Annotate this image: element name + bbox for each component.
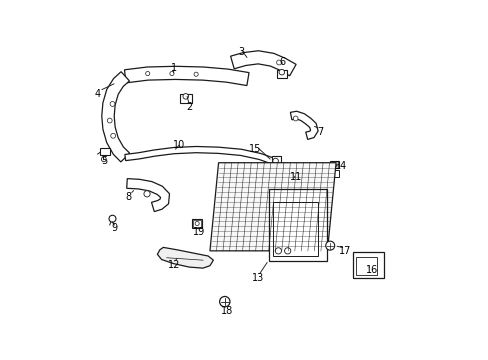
Circle shape xyxy=(275,248,281,254)
Polygon shape xyxy=(290,111,317,139)
Circle shape xyxy=(219,297,229,307)
Circle shape xyxy=(101,157,106,162)
Text: 10: 10 xyxy=(172,140,184,150)
Text: 13: 13 xyxy=(252,274,264,283)
Polygon shape xyxy=(230,51,296,76)
Bar xyxy=(355,257,376,275)
Bar xyxy=(353,252,384,279)
Text: 15: 15 xyxy=(248,144,261,154)
Bar xyxy=(268,189,327,261)
Bar xyxy=(193,220,201,227)
Circle shape xyxy=(284,248,290,254)
Circle shape xyxy=(169,72,174,76)
Bar xyxy=(272,157,280,163)
Bar xyxy=(329,161,339,168)
Circle shape xyxy=(109,215,116,222)
Circle shape xyxy=(276,60,281,65)
Text: 2: 2 xyxy=(186,103,192,112)
Circle shape xyxy=(272,158,278,164)
Polygon shape xyxy=(124,66,248,86)
Circle shape xyxy=(183,94,188,99)
Polygon shape xyxy=(126,179,169,212)
Polygon shape xyxy=(102,72,129,162)
Text: 17: 17 xyxy=(338,246,350,256)
Circle shape xyxy=(325,241,334,250)
Text: 12: 12 xyxy=(167,260,180,270)
Text: 18: 18 xyxy=(221,306,233,316)
Circle shape xyxy=(143,191,150,197)
Text: 5: 5 xyxy=(101,156,107,166)
Bar xyxy=(272,202,317,256)
Text: 14: 14 xyxy=(334,161,346,171)
Bar xyxy=(179,94,192,103)
Circle shape xyxy=(107,118,112,123)
Polygon shape xyxy=(209,163,335,251)
Text: 3: 3 xyxy=(238,47,244,57)
Circle shape xyxy=(194,72,198,76)
Text: 11: 11 xyxy=(289,172,302,181)
Circle shape xyxy=(110,102,115,107)
Bar xyxy=(276,70,286,78)
Text: 8: 8 xyxy=(125,192,132,202)
Bar xyxy=(192,219,202,228)
Circle shape xyxy=(195,221,199,226)
Circle shape xyxy=(110,133,115,138)
Bar xyxy=(100,148,109,155)
Text: 6: 6 xyxy=(279,58,285,67)
Text: 7: 7 xyxy=(317,127,323,136)
Text: 9: 9 xyxy=(112,224,118,233)
Circle shape xyxy=(279,69,284,75)
Circle shape xyxy=(145,72,149,76)
Text: 1: 1 xyxy=(170,63,176,73)
Circle shape xyxy=(330,163,336,168)
Polygon shape xyxy=(124,147,276,165)
Polygon shape xyxy=(157,247,213,268)
Text: 19: 19 xyxy=(193,227,205,237)
Circle shape xyxy=(293,116,298,121)
Bar xyxy=(329,170,339,176)
Text: 16: 16 xyxy=(366,265,378,275)
Text: 4: 4 xyxy=(94,89,101,99)
